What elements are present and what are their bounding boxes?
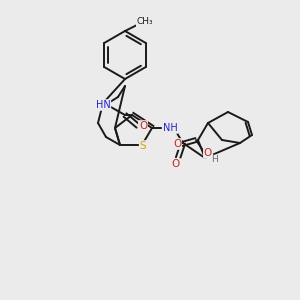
Text: O: O	[173, 139, 181, 149]
Text: O: O	[139, 121, 147, 131]
Text: H: H	[212, 155, 218, 164]
Text: CH₃: CH₃	[137, 17, 153, 26]
Text: NH: NH	[163, 123, 177, 133]
Text: S: S	[140, 141, 146, 151]
Text: O: O	[204, 148, 212, 158]
Text: O: O	[172, 159, 180, 169]
Text: HN: HN	[96, 100, 110, 110]
